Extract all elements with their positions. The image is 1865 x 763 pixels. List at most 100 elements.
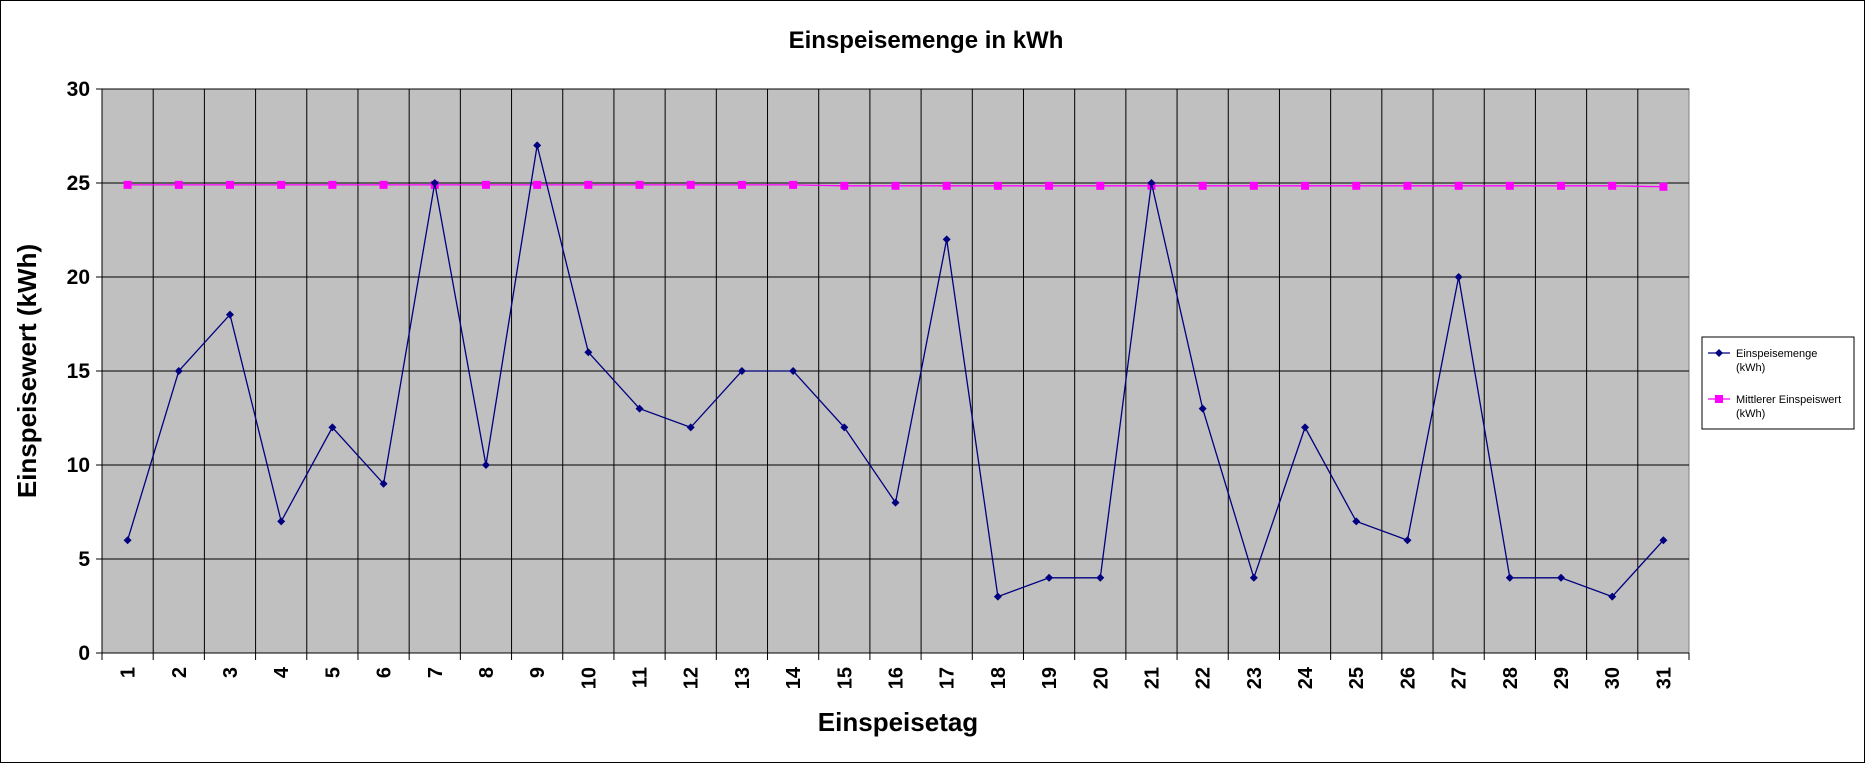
data-point-square: [1505, 181, 1514, 190]
data-point-square: [1659, 182, 1668, 191]
data-point-diamond: [891, 498, 900, 507]
data-point-square: [635, 180, 644, 189]
x-tick-label: 24: [1295, 666, 1317, 689]
data-point-square: [1715, 395, 1723, 403]
data-point-diamond: [379, 479, 388, 488]
data-point-diamond: [174, 367, 183, 375]
data-point-square: [789, 180, 798, 189]
data-point-square: [1352, 181, 1361, 190]
y-tick-label: 5: [78, 548, 90, 571]
data-point-square: [686, 180, 695, 189]
x-tick-label: 8: [476, 667, 498, 678]
legend-label: (kWh): [1736, 362, 1765, 374]
data-point-square: [1249, 181, 1258, 190]
y-tick-label: 10: [67, 454, 90, 477]
x-tick-label: 4: [271, 666, 293, 678]
data-point-diamond: [1352, 517, 1361, 526]
data-point-square: [1045, 181, 1054, 190]
y-axis-title: Einspeisewert (kWh): [12, 244, 42, 498]
x-axis-ticks: 1 2 3 4 5 6 7 8 9 10 11 12 13 14 15 16 17 18 19 20 21 22 23 24 2…: [101, 653, 1690, 689]
legend: Einspeisemenge (kWh) Mittlerer Einspeiswer…: [1701, 336, 1855, 430]
data-point-diamond: [430, 179, 439, 187]
x-tick-label: 6: [374, 667, 396, 678]
y-axis-ticks: 0 5 10 15 20 25 30: [67, 78, 102, 665]
x-tick-label: 1: [118, 667, 140, 678]
x-tick-label: 13: [732, 667, 754, 689]
data-point-square: [1198, 181, 1207, 190]
y-tick-label: 20: [67, 266, 90, 289]
data-point-square: [942, 181, 951, 190]
data-point-diamond: [533, 141, 542, 150]
data-point-diamond: [686, 423, 695, 432]
data-point-diamond: [1659, 536, 1668, 545]
data-point-diamond: [1147, 179, 1156, 187]
x-tick-label: 30: [1602, 667, 1624, 689]
data-point-diamond: [1301, 423, 1310, 432]
data-point-square: [1096, 181, 1105, 190]
data-point-diamond: [277, 517, 286, 526]
y-tick-label: 0: [78, 642, 90, 665]
data-point-diamond: [840, 423, 849, 432]
x-tick-label: 31: [1653, 667, 1675, 689]
data-point-diamond: [1096, 573, 1105, 582]
data-point-square: [328, 180, 337, 189]
data-point-square: [379, 180, 388, 189]
y-tick-label: 30: [67, 78, 90, 101]
x-tick-label: 11: [630, 667, 652, 688]
data-point-diamond: [1505, 573, 1514, 582]
data-point-diamond: [1715, 349, 1723, 357]
x-tick-label: 17: [937, 667, 959, 689]
legend-label: Mittlerer Einspeiswert: [1736, 394, 1841, 406]
data-point-square: [1454, 181, 1463, 190]
data-point-diamond: [635, 404, 644, 413]
x-tick-label: 2: [169, 667, 191, 678]
data-point-square: [225, 180, 234, 189]
x-tick-label: 5: [322, 667, 344, 678]
x-tick-label: 27: [1449, 667, 1471, 689]
data-point-diamond: [328, 423, 337, 432]
x-tick-label: 25: [1346, 667, 1368, 689]
x-tick-label: 28: [1500, 667, 1522, 689]
x-tick-label: 21: [1141, 667, 1163, 689]
x-tick-label: 20: [1090, 667, 1112, 689]
data-point-square: [737, 180, 746, 189]
series-2: [123, 180, 1668, 191]
y-tick-label: 15: [67, 360, 91, 383]
data-point-diamond: [1249, 573, 1258, 582]
data-point-diamond: [789, 367, 798, 375]
y-tick-label: 25: [67, 172, 91, 195]
x-tick-label: 22: [1193, 667, 1215, 689]
x-tick-label: 16: [886, 667, 908, 689]
data-point-diamond: [1608, 592, 1617, 601]
series-1: [123, 141, 1668, 601]
x-axis-title: Einspeisetag: [818, 707, 978, 737]
data-point-diamond: [225, 310, 234, 319]
x-tick-label: 12: [681, 667, 703, 689]
data-point-square: [1608, 181, 1617, 190]
data-point-square: [481, 180, 490, 189]
data-point-square: [174, 180, 183, 189]
data-point-diamond: [942, 235, 951, 244]
x-tick-label: 7: [425, 667, 447, 678]
data-point-diamond: [993, 592, 1002, 601]
data-point-square: [1557, 181, 1566, 190]
data-point-square: [584, 180, 593, 189]
chart-title: Einspeisemenge in kWh: [789, 27, 1064, 54]
data-point-square: [993, 181, 1002, 190]
data-point-diamond: [584, 348, 593, 357]
x-tick-label: 26: [1397, 667, 1419, 689]
data-point-square: [891, 181, 900, 190]
data-point-square: [123, 180, 132, 189]
data-point-diamond: [1403, 536, 1412, 545]
legend-label: Einspeisemenge: [1736, 348, 1817, 360]
x-tick-label: 18: [988, 667, 1010, 689]
data-point-square: [1403, 181, 1412, 190]
legend-label: (kWh): [1736, 408, 1765, 420]
data-point-diamond: [1557, 573, 1566, 582]
x-tick-label: 3: [220, 667, 242, 678]
data-point-diamond: [123, 536, 132, 545]
data-point-square: [277, 180, 286, 189]
x-tick-label: 15: [834, 667, 856, 689]
